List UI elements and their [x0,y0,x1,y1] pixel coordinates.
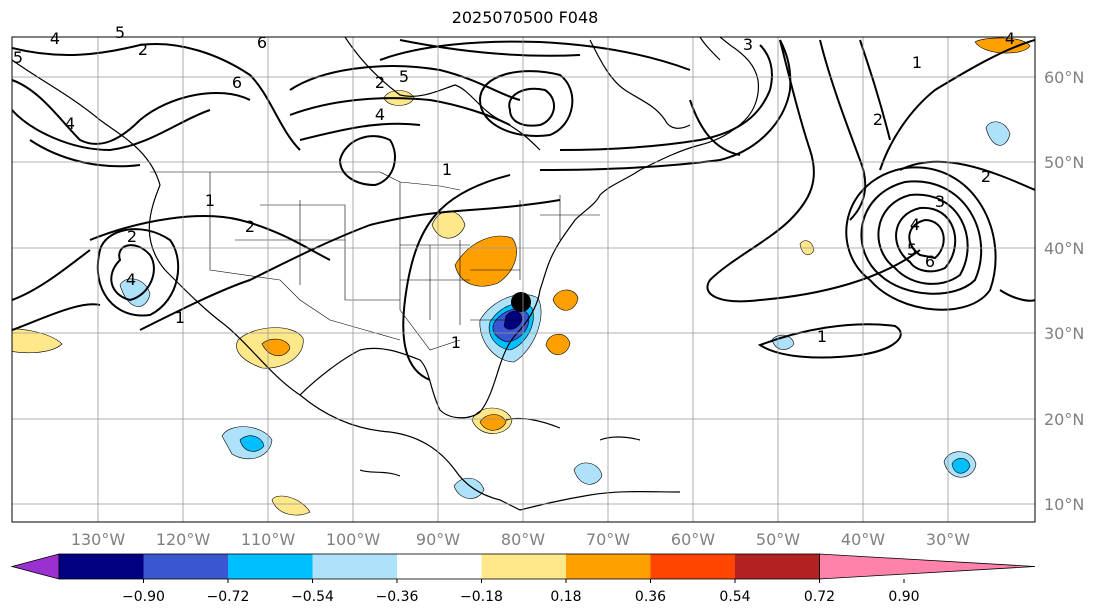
longitude-label: 130°W [71,530,126,549]
longitude-label: 90°W [416,530,460,549]
contour-label: 4 [1005,29,1015,48]
colorbar-swatch [312,554,397,579]
contour-label: 1 [912,53,922,72]
latitude-label: 60°N [1044,68,1084,87]
warm-anomaly-atlantic-1 [552,289,579,311]
contour-label: 4 [910,215,920,234]
colorbar-swatch [650,554,735,579]
longitude-label: 80°W [501,530,545,549]
warm-anomaly-ohio [454,235,517,287]
colorbar-swatch [481,554,566,579]
contour-label: 4 [50,29,60,48]
colorbar-swatch [143,554,228,579]
colorbar-tick-label: 0.90 [888,589,919,605]
plot-frame [11,36,1036,523]
colorbar-tick-label: 0.54 [719,589,750,605]
contour-label: 6 [232,73,242,92]
latitude-label: 30°N [1044,324,1084,343]
longitude-label: 100°W [326,530,381,549]
contour-label: 2 [127,227,137,246]
contour-label: 2 [375,73,385,92]
colorbar-tick-label: −0.18 [460,589,503,605]
contour-label: 2 [138,40,148,59]
colorbar-swatch [735,554,820,579]
contour-label: 4 [375,105,385,124]
colorbar-tick-label: −0.72 [207,589,250,605]
contour-label: 1 [817,327,827,346]
cold-anomaly-tropical-atlantic-core [951,457,971,474]
shaded-anomalies [12,37,1031,516]
latitude-label: 20°N [1044,410,1084,429]
cold-anomaly-pacific-core [239,435,265,452]
colorbar [10,553,1036,580]
latitude-label: 10°N [1044,495,1084,514]
longitude-label: 70°W [586,530,630,549]
longitude-label: 110°W [241,530,296,549]
latitude-label: 50°N [1044,153,1084,172]
contour-label: 1 [442,160,452,179]
contour-label: 4 [126,270,136,289]
location-marker [511,292,531,312]
longitude-labels: 130°W 120°W 110°W 100°W 90°W 80°W 70°W 60°W 50°W… [71,530,970,549]
cold-anomaly-caribbean-east [573,462,603,485]
map-title: 2025070500 F048 [451,8,599,27]
gridlines [12,37,1035,522]
warm-anomaly-mexico-core [261,338,291,357]
longitude-label: 50°W [756,530,800,549]
warm-anomaly-caribbean-core [479,414,507,431]
colorbar-tick-label: 0.18 [550,589,581,605]
colorbar-swatch [566,554,651,579]
contour-label: 2 [873,110,883,129]
contour-label: 2 [981,167,991,186]
contour-label: 5 [399,67,409,86]
colorbar-tick-label: −0.90 [122,589,165,605]
contour-label: 5 [115,23,125,42]
longitude-label: 40°W [841,530,885,549]
colorbar-tick-labels: −0.90 −0.72 −0.54 −0.36 −0.18 0.18 0.36 0.54 0.7… [122,579,920,605]
latitude-label: 40°N [1044,239,1084,258]
contour-label: 1 [451,333,461,352]
contour-label: 6 [257,33,267,52]
colorbar-tick-label: 0.36 [635,589,666,605]
contour-label: 6 [925,252,935,271]
contour-label: 3 [935,192,945,211]
colorbar-extend-min [10,553,60,580]
colorbar-swatch [59,554,144,579]
political-borders [150,171,600,351]
warm-anomaly-west-atlantic [12,328,63,354]
contour-label: 1 [175,308,185,327]
latitude-labels: 60°N 50°N 40°N 30°N 20°N 10°N [1044,68,1084,514]
longitude-label: 60°W [671,530,715,549]
warm-anomaly-greenland [974,37,1031,54]
colorbar-frame [58,553,820,580]
warm-anomaly-atlantic-2 [545,333,571,355]
warm-anomaly-baja [271,495,311,516]
contour-lines [12,39,1035,381]
contour-label: 5 [907,240,917,259]
longitude-label: 30°W [926,530,970,549]
longitude-label: 120°W [156,530,211,549]
contour-label: 3 [743,35,753,54]
colorbar-tick-label: −0.54 [291,589,334,605]
contour-label: 5 [13,48,23,67]
colorbar-swatch [397,554,482,579]
colorbar-tick-label: 0.72 [804,589,835,605]
contour-label: 1 [205,191,215,210]
cold-anomaly-atlantic-north [985,121,1011,146]
colorbar-tick-label: −0.36 [376,589,419,605]
colorbar-swatch [228,554,313,579]
contour-label: 4 [65,114,75,133]
contour-label: 2 [245,217,255,236]
colorbar-extend-max [819,553,1036,580]
